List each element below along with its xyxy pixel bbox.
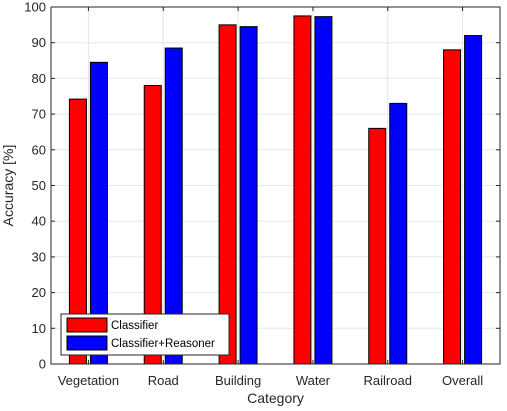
x-tick-label-water: Water <box>296 373 331 388</box>
x-tick-label-vegetation: Vegetation <box>58 373 119 388</box>
x-tick-label-overall: Overall <box>442 373 483 388</box>
y-tick-label: 30 <box>32 249 46 264</box>
y-tick-label: 50 <box>32 178 46 193</box>
y-axis: 0 10 20 30 40 50 60 70 80 90 100 <box>24 0 500 372</box>
y-tick-label: 90 <box>32 35 46 50</box>
y-tick-label: 40 <box>32 214 46 229</box>
y-tick-label: 0 <box>39 357 46 372</box>
y-tick-label: 100 <box>24 0 46 15</box>
x-tick-label-building: Building <box>215 373 261 388</box>
y-tick-label: 70 <box>32 107 46 122</box>
legend-swatch-classifier <box>66 317 108 333</box>
bar-classifier-reasoner-railroad <box>389 102 408 365</box>
bar-classifier-railroad <box>368 127 387 365</box>
legend-swatch-classifier-reasoner <box>66 335 108 351</box>
bar-classifier-reasoner-water <box>314 16 333 365</box>
y-tick-label: 20 <box>32 285 46 300</box>
bar-classifier-building <box>218 24 237 365</box>
legend-label-classifier-reasoner: Classifier+Reasoner <box>111 338 215 350</box>
bar-classifier-water <box>293 15 312 365</box>
y-axis-title: Accuracy [%] <box>0 145 16 227</box>
x-axis-title: Category <box>247 390 304 406</box>
legend-label-classifier: Classifier <box>111 320 158 332</box>
x-axis: Vegetation Road Building Water Railroad Overa… <box>58 7 483 388</box>
y-tick-label: 60 <box>32 142 46 157</box>
grid-lines <box>51 7 500 364</box>
y-tick-label: 80 <box>32 71 46 86</box>
y-tick-label: 10 <box>32 321 46 336</box>
legend: Classifier Classifier+Reasoner <box>60 313 230 356</box>
bar-classifier-reasoner-overall <box>464 35 483 365</box>
x-tick-label-railroad: Railroad <box>364 373 412 388</box>
bar-classifier-reasoner-building <box>239 26 258 365</box>
x-tick-label-road: Road <box>148 373 179 388</box>
bar-classifier-overall <box>443 49 462 365</box>
